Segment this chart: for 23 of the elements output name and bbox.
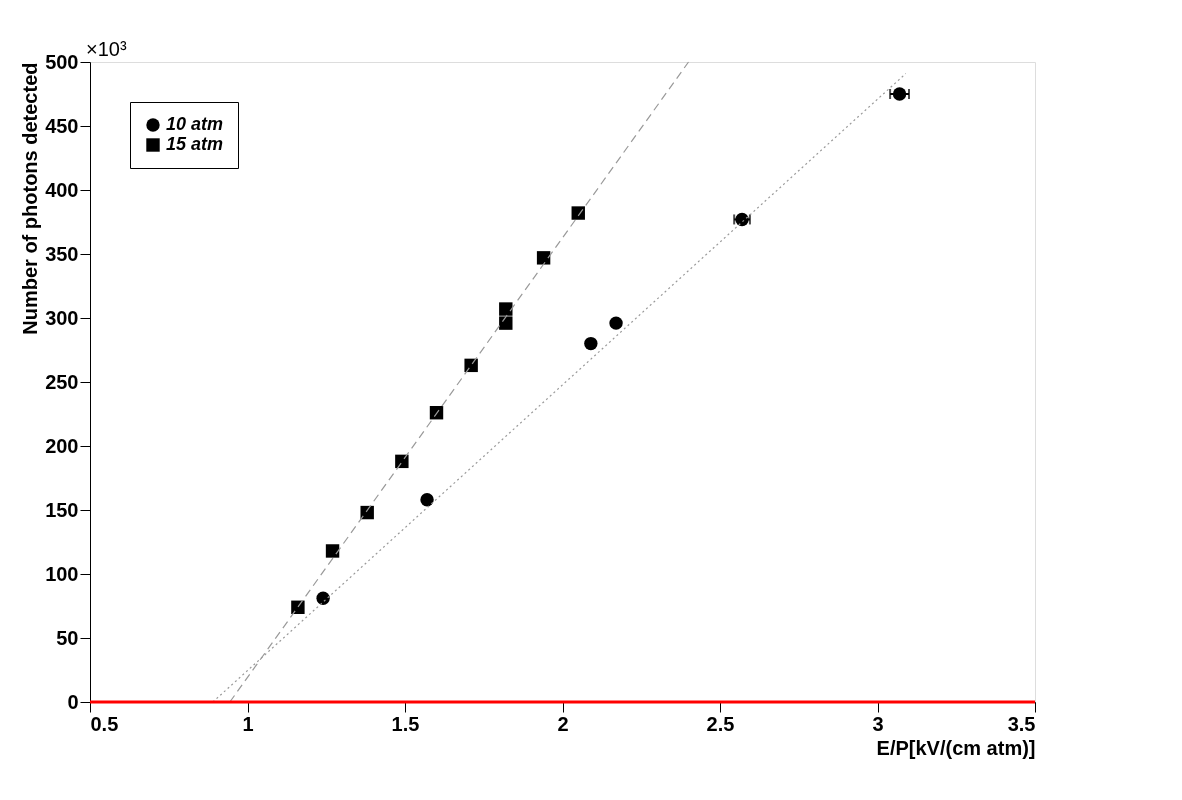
x-tick-label: 2.5 — [706, 712, 735, 735]
y-tick-label: 500 — [45, 50, 79, 73]
x-tick-label: 2 — [557, 712, 569, 735]
y-tick-label: 200 — [45, 434, 79, 457]
y-tick-label: 300 — [45, 306, 79, 329]
y-tick-label: 250 — [45, 370, 79, 393]
x-tick-label: 1.5 — [391, 712, 420, 735]
y-tick-label: 100 — [45, 562, 79, 585]
x-tick-label: 3 — [872, 712, 884, 735]
legend-label: 15 atm — [166, 134, 224, 154]
y-tick-label: 400 — [45, 178, 79, 201]
y-tick-label: 350 — [45, 242, 79, 265]
legend-label: 10 atm — [166, 114, 224, 134]
y-tick-label: 450 — [45, 114, 79, 137]
text: ×10³ — [86, 38, 127, 60]
y-tick-label: 0 — [67, 690, 79, 713]
y-tick-label: 50 — [56, 626, 79, 649]
y-tick-label: 150 — [45, 498, 79, 521]
y-axis-title: Number of photons detected — [19, 62, 42, 335]
x-tick-label: 1 — [242, 712, 254, 735]
x-tick-label: 0.5 — [90, 712, 119, 735]
x-tick-label: 3.5 — [1007, 712, 1036, 735]
x-axis-title: E/P[kV/(cm atm)] — [876, 736, 1036, 759]
